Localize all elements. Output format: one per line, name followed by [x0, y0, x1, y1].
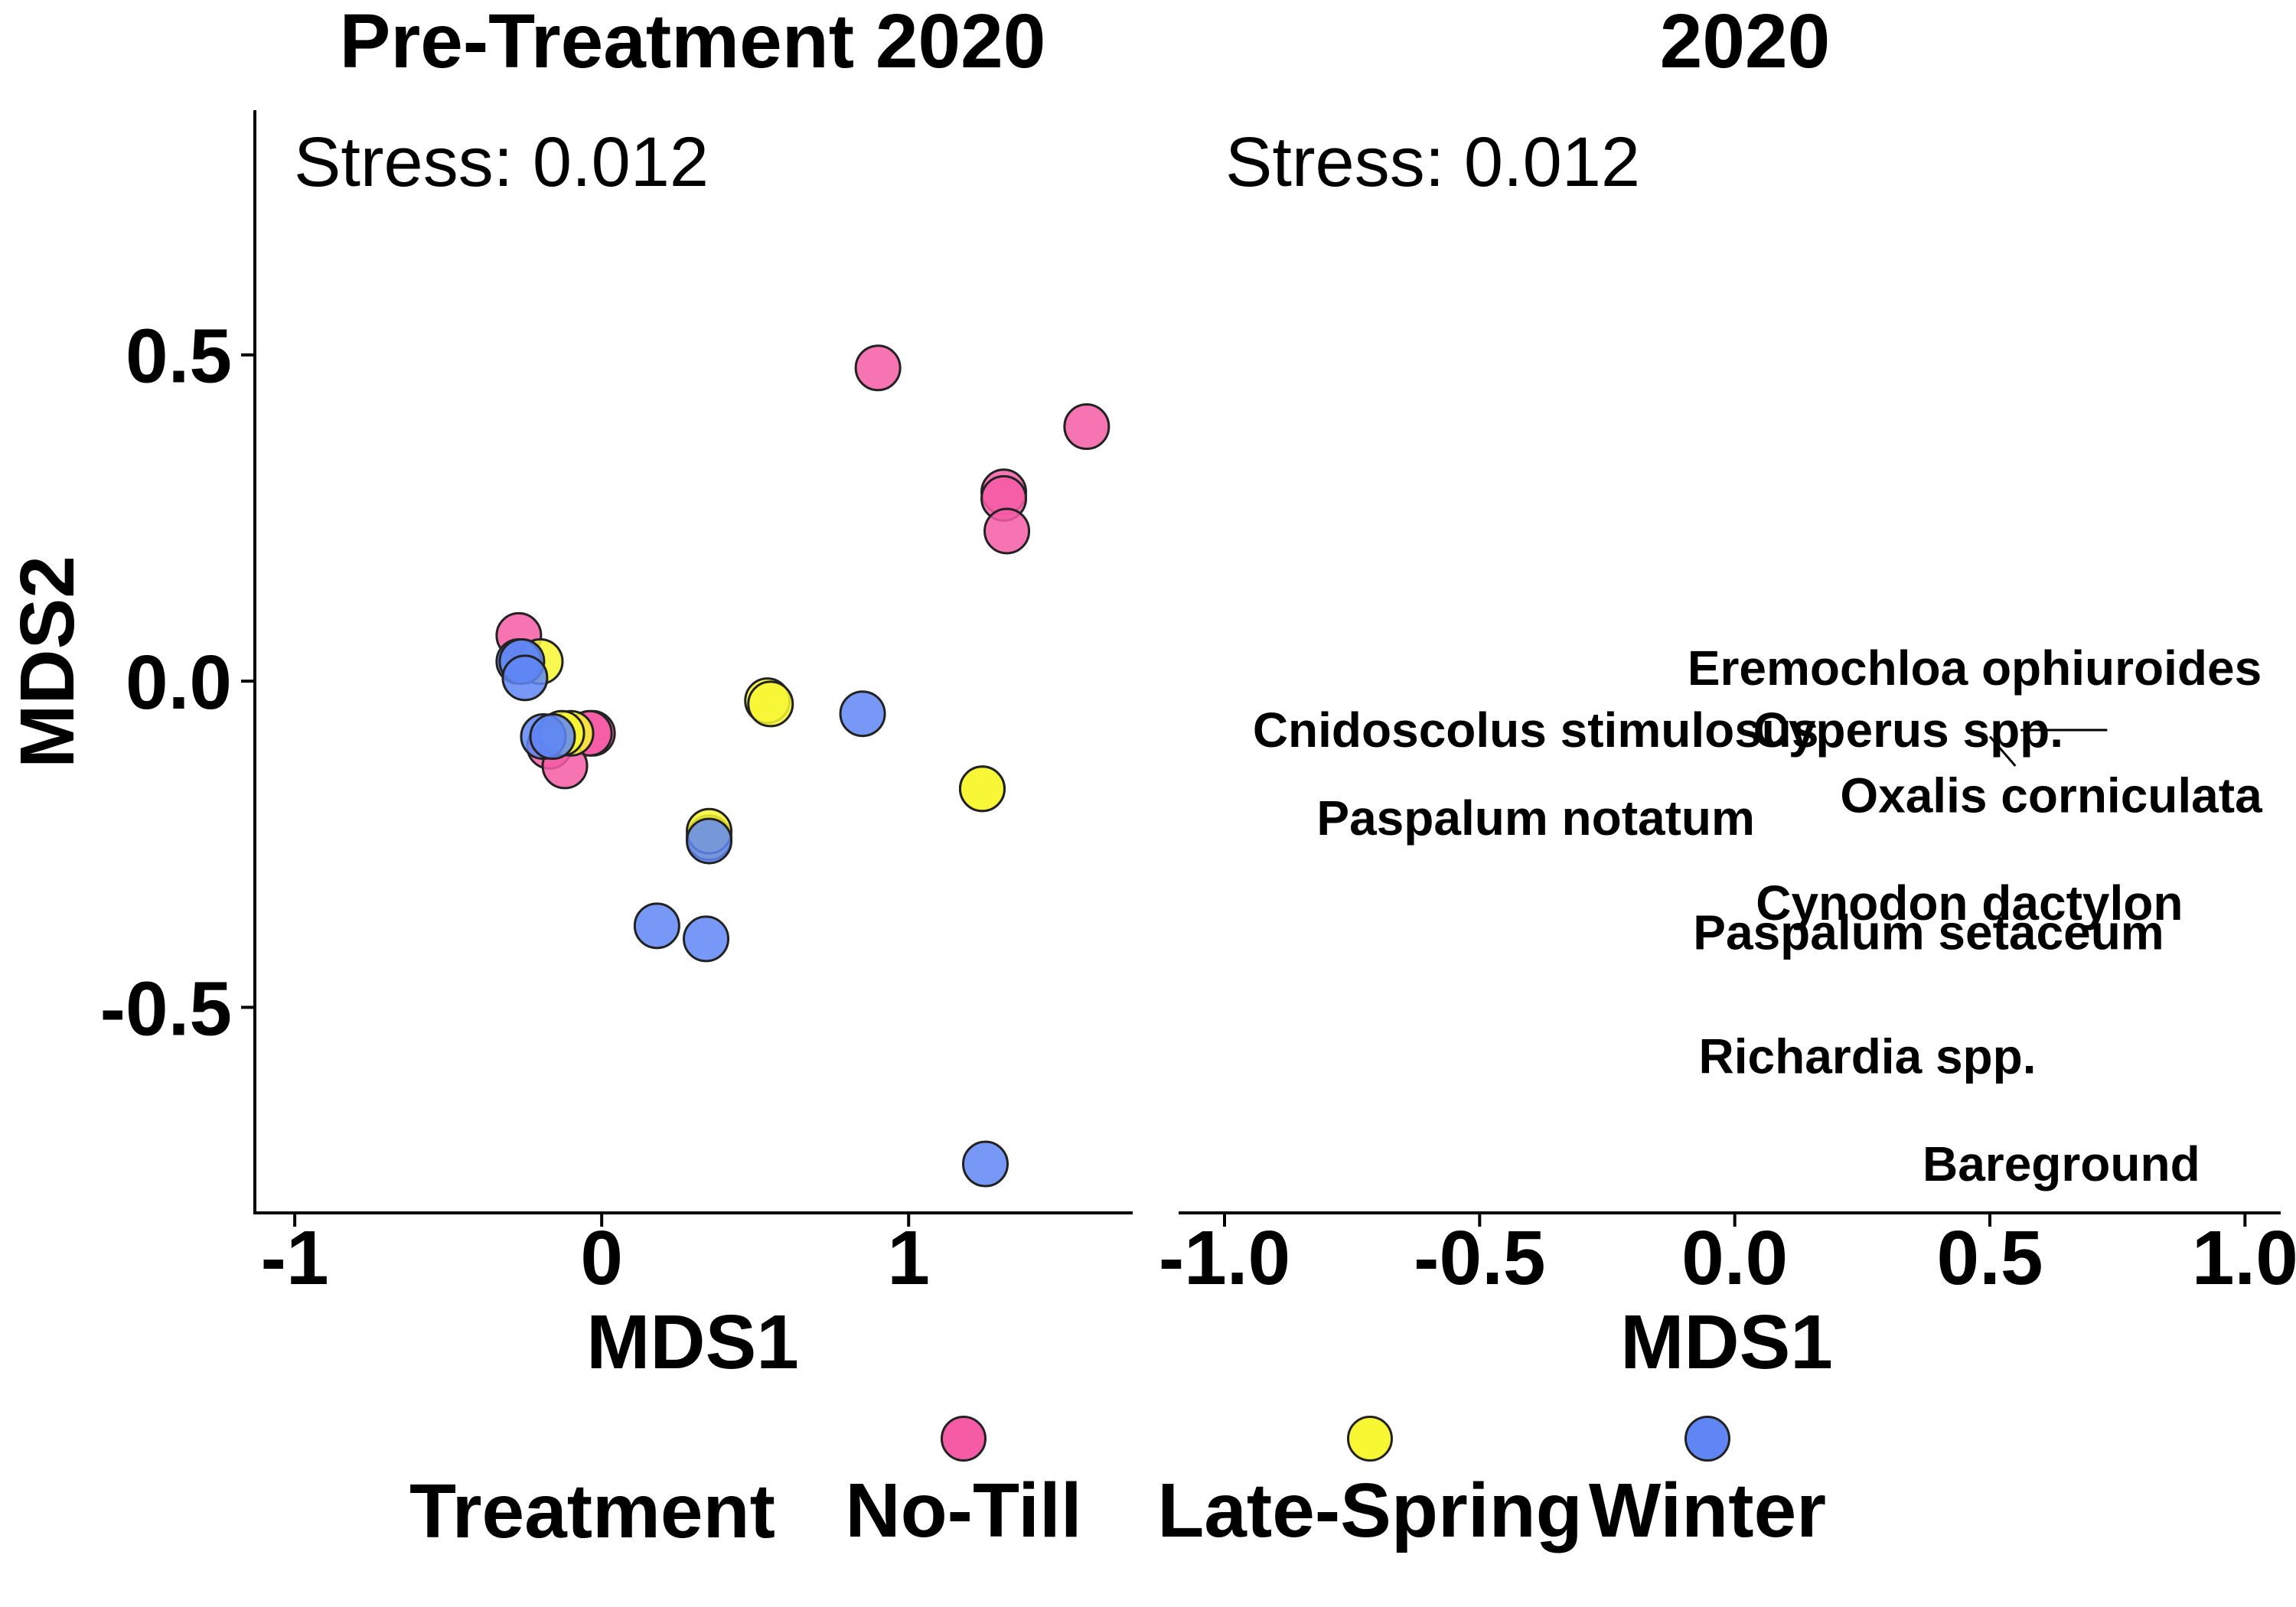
legend-key-winter: [1684, 1416, 1730, 1462]
species-label: Eremochloa ophiuroides: [1688, 641, 2262, 696]
x-tick-label: 0.0: [1681, 1215, 1788, 1301]
left-panel-title: Pre-Treatment 2020: [340, 0, 1046, 84]
y-axis-title: MDS2: [5, 556, 90, 768]
point-winter: [686, 817, 733, 865]
species-label: Bareground: [1923, 1136, 2200, 1191]
point-winter: [839, 690, 886, 738]
point-winter: [529, 713, 576, 761]
right-panel-title: 2020: [1660, 0, 1830, 84]
legend-label-winter: Winter: [1588, 1468, 1827, 1553]
legend-key-late-spring: [1347, 1416, 1393, 1462]
right-panel-species-labels: Eremochloa ophiuroides Cnidoscolus stimul…: [1253, 641, 2262, 1191]
y-tick-label: 0.0: [126, 640, 232, 725]
point-winter: [633, 902, 680, 950]
species-label: Oxalis corniculata: [1840, 768, 2262, 823]
point-winter: [501, 654, 549, 702]
legend-label-no-till: No-Till: [845, 1468, 1082, 1553]
point-late-spring: [958, 765, 1006, 813]
point-no-till: [983, 507, 1031, 555]
y-tick-label: -0.5: [100, 966, 232, 1051]
right-x-axis-title: MDS1: [1620, 1299, 1833, 1385]
x-tick-label: -0.5: [1414, 1215, 1545, 1301]
x-tick-label: -1.0: [1159, 1215, 1290, 1301]
point-winter: [961, 1140, 1009, 1188]
legend-title: Treatment: [409, 1468, 775, 1554]
point-no-till: [854, 344, 902, 392]
x-tick-label: 1.0: [2192, 1215, 2296, 1301]
right-stress-annotation: Stress: 0.012: [1225, 123, 1640, 201]
species-label: Richardia spp.: [1699, 1028, 2037, 1084]
species-label: Cnidoscolus stimulosus: [1253, 702, 1819, 758]
point-late-spring: [747, 680, 794, 728]
legend-item-late-spring: Late-Spring: [1156, 1416, 1584, 1549]
species-label: Cyperus spp.: [1753, 702, 2063, 758]
left-panel-points: [495, 344, 1110, 1188]
legend-item-no-till: No-Till: [749, 1416, 1178, 1549]
point-winter: [683, 915, 730, 963]
legend-label-late-spring: Late-Spring: [1157, 1468, 1583, 1553]
point-no-till: [1063, 403, 1110, 451]
left-x-axis-title: MDS1: [586, 1299, 799, 1385]
x-tick-label: 1: [887, 1215, 930, 1301]
legend-key-no-till: [941, 1416, 987, 1462]
legend-item-winter: Winter: [1493, 1416, 1922, 1549]
left-panel-ticks: -1 0 1 0.5 0.0 -0.5: [100, 314, 930, 1301]
x-tick-label: -1: [261, 1215, 329, 1301]
x-tick-label: 0.5: [1936, 1215, 2043, 1301]
label-leader-line: [1988, 735, 2017, 767]
species-label: Paspalum setaceum: [1693, 905, 2164, 960]
species-label: Paspalum notatum: [1316, 790, 1755, 846]
left-panel-axes: [253, 110, 1133, 1214]
y-tick-label: 0.5: [126, 314, 232, 399]
x-tick-label: 0: [580, 1215, 623, 1301]
species-label: Cynodon dactylon: [1756, 875, 2183, 931]
right-panel-ticks: -1.0 -0.5 0.0 0.5 1.0: [1159, 1213, 2296, 1301]
left-stress-annotation: Stress: 0.012: [294, 123, 709, 201]
